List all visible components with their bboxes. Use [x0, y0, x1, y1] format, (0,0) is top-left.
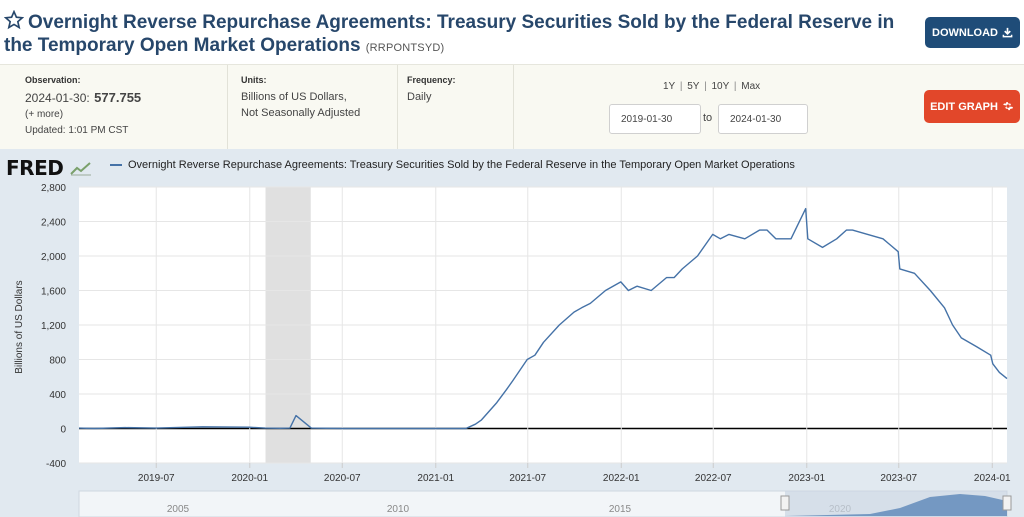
y-tick-label: 2,000	[41, 252, 66, 263]
y-tick-label: 2,800	[41, 183, 66, 194]
units-label: Units:	[241, 75, 267, 85]
fred-graph-icon	[70, 162, 91, 176]
range-1y[interactable]: 1Y	[663, 81, 676, 92]
y-tick-label: -400	[46, 459, 66, 470]
observation-date: 2024-01-30:	[25, 91, 90, 105]
observation-label: Observation:	[25, 75, 81, 85]
y-tick-label: 800	[49, 356, 66, 367]
download-button[interactable]: DOWNLOAD	[925, 17, 1020, 48]
updated-time: Updated: 1:01 PM CST	[25, 125, 129, 136]
frequency-value: Daily	[407, 91, 432, 103]
chart-legend: Overnight Reverse Repurchase Agreements:…	[110, 159, 795, 171]
fred-logo[interactable]: FRED	[6, 156, 92, 180]
legend-line-swatch	[110, 164, 122, 166]
x-tick-label: 2023-07	[880, 473, 917, 484]
more-observations-link[interactable]: (+ more)	[25, 109, 64, 120]
x-tick-label: 2021-01	[417, 473, 454, 484]
frequency-label: Frequency:	[407, 75, 456, 85]
x-tick-label: 2022-01	[603, 473, 640, 484]
range-separator: |	[733, 81, 737, 92]
x-tick-label: 2020-01	[231, 473, 268, 484]
units-panel: Units: Billions of US Dollars, Not Seaso…	[228, 65, 398, 150]
edit-graph-label: EDIT GRAPH	[930, 100, 998, 113]
series-meta-bar: Observation: 2024-01-30: 577.755 (+ more…	[0, 64, 1024, 150]
range-selector: 1Y | 5Y | 10Y | Max	[663, 81, 760, 92]
units-line2: Not Seasonally Adjusted	[241, 107, 361, 119]
series-line[interactable]	[78, 207, 1008, 430]
header: Overnight Reverse Repurchase Agreements:…	[0, 0, 1024, 64]
legend-label: Overnight Reverse Repurchase Agreements:…	[128, 159, 795, 171]
navigator-handle-left[interactable]	[780, 495, 790, 511]
x-tick-label: 2023-01	[788, 473, 825, 484]
range-separator: |	[679, 81, 683, 92]
title-block: Overnight Reverse Repurchase Agreements:…	[4, 10, 909, 60]
download-label: DOWNLOAD	[932, 26, 998, 39]
date-to-input[interactable]: 2024-01-30	[718, 104, 808, 134]
download-icon	[1002, 27, 1013, 38]
y-axis-label: Billions of US Dollars	[14, 280, 25, 373]
x-tick-label: 2020-07	[324, 473, 361, 484]
star-icon[interactable]	[4, 10, 24, 30]
x-tick-label: 2021-07	[509, 473, 546, 484]
range-separator: |	[704, 81, 707, 92]
gear-icon	[1003, 101, 1013, 110]
frequency-panel: Frequency: Daily	[398, 65, 514, 150]
observation-panel: Observation: 2024-01-30: 577.755 (+ more…	[0, 65, 228, 150]
y-tick-label: 0	[60, 425, 66, 436]
y-tick-label: 1,200	[41, 321, 66, 332]
range-10y[interactable]: 10Y	[711, 81, 730, 92]
navigator-label: 2015	[609, 504, 632, 515]
y-tick-label: 400	[49, 390, 66, 401]
observation-value: 577.755	[94, 90, 142, 105]
y-tick-label: 1,600	[41, 287, 66, 298]
to-label: to	[703, 112, 713, 124]
navigator-series	[785, 494, 1007, 516]
units-line1: Billions of US Dollars,	[241, 91, 347, 103]
navigator-handle-right[interactable]	[1002, 495, 1012, 511]
navigator-label: 2005	[167, 504, 190, 515]
fred-logo-text: FRED	[6, 156, 64, 180]
edit-graph-button[interactable]: EDIT GRAPH	[924, 90, 1020, 123]
page-title: Overnight Reverse Repurchase Agreements:…	[4, 12, 895, 56]
navigator-label: 2010	[387, 504, 410, 515]
range-max[interactable]: Max	[741, 81, 761, 92]
x-tick-label: 2024-01	[974, 473, 1011, 484]
x-tick-label: 2022-07	[695, 473, 732, 484]
y-tick-label: 2,400	[41, 218, 66, 229]
range-5y[interactable]: 5Y	[687, 81, 700, 92]
date-from-input[interactable]: 2019-01-30	[609, 104, 701, 134]
series-id: (RRPONTSYD)	[365, 42, 445, 54]
x-tick-label: 2019-07	[138, 473, 175, 484]
